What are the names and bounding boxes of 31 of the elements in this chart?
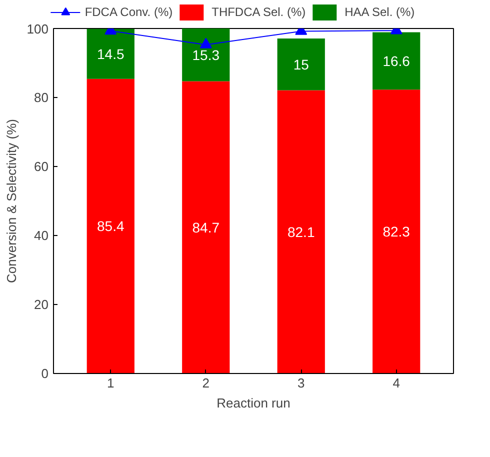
y-tick-label: 80: [34, 90, 49, 105]
x-tick-label: 3: [298, 376, 305, 390]
legend-label: HAA Sel. (%): [344, 5, 415, 19]
data-label: 84.7: [192, 219, 220, 236]
bar: [182, 81, 230, 374]
bar: [277, 90, 325, 374]
legend-label: FDCA Conv. (%): [84, 5, 173, 19]
y-tick-label: 60: [34, 159, 49, 174]
y-tick-label: 0: [41, 366, 49, 381]
legend-label: THFDCA Sel. (%): [212, 5, 306, 19]
y-axis-title: Conversion & Selectivity (%): [4, 119, 19, 283]
x-tick-label: 2: [202, 376, 210, 390]
x-axis-title: Reaction run: [216, 396, 290, 410]
data-label: 82.1: [287, 224, 315, 240]
bar: [277, 38, 325, 90]
data-label: 16.6: [382, 52, 410, 69]
bar: [372, 90, 420, 374]
y-tick-label: 100: [26, 22, 49, 36]
bar: [182, 28, 230, 82]
y-tick-label: 20: [34, 297, 49, 312]
data-label: 85.4: [97, 218, 124, 234]
x-tick-label: 4: [392, 376, 400, 390]
data-label: 82.3: [382, 224, 410, 240]
bar: [372, 32, 420, 90]
bar: [86, 28, 134, 79]
bar: [86, 78, 134, 374]
data-label: 15.3: [192, 46, 220, 63]
data-label: 15: [293, 56, 310, 72]
x-tick-label: 1: [107, 376, 114, 390]
data-label: 14.5: [97, 46, 124, 62]
y-tick-label: 40: [34, 228, 49, 243]
